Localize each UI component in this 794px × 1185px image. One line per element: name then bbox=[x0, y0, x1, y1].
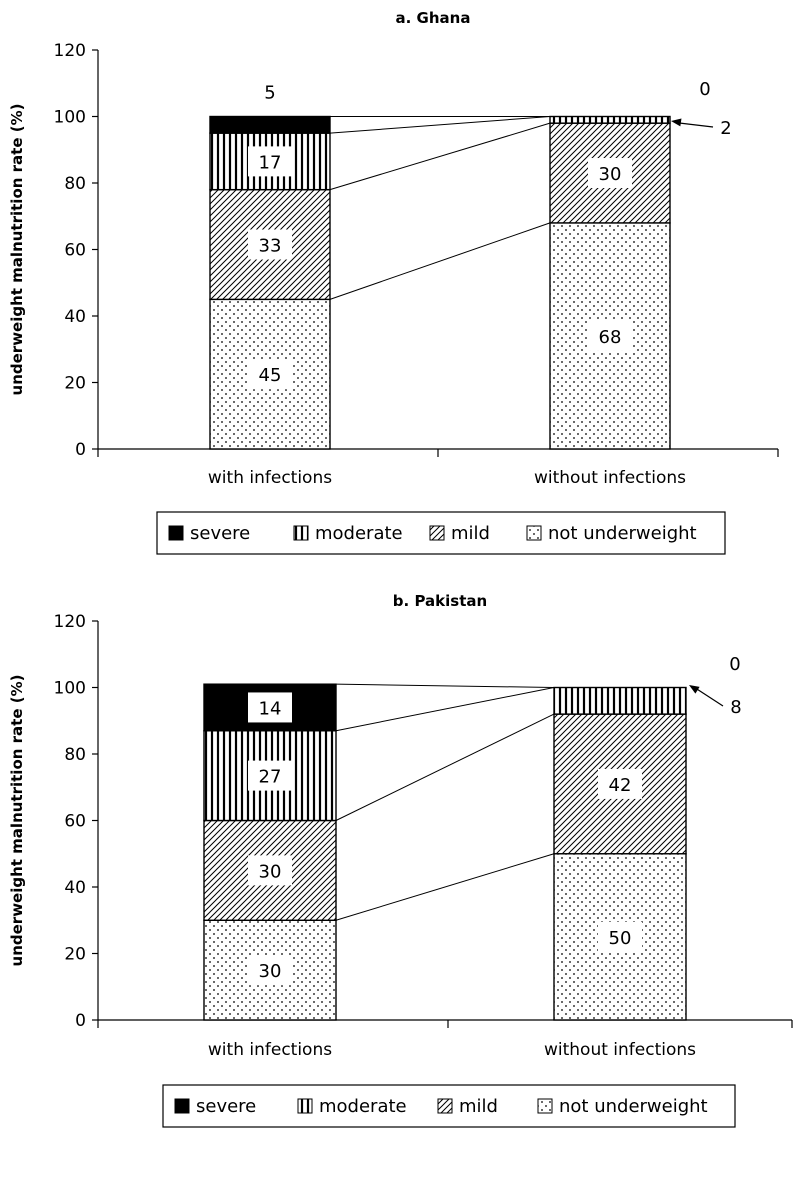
chart-title: b. Pakistan bbox=[393, 592, 487, 610]
legend-swatch-moderate bbox=[297, 1098, 313, 1114]
data-label: 5 bbox=[264, 83, 275, 104]
data-label: 68 bbox=[599, 327, 622, 348]
legend-swatch-moderate bbox=[293, 525, 309, 541]
connector-line bbox=[329, 122, 551, 191]
legend-label: severe bbox=[196, 1096, 256, 1117]
legend-swatch-severe bbox=[174, 1098, 190, 1114]
connector-line bbox=[335, 683, 555, 688]
connector-line bbox=[335, 687, 555, 732]
bar-segment-moderate bbox=[553, 686, 687, 715]
connector-line bbox=[329, 222, 551, 300]
x-category-label: without infections bbox=[534, 468, 686, 488]
label-arrow bbox=[674, 121, 714, 128]
x-category-label: without infections bbox=[544, 1040, 696, 1060]
data-label-box bbox=[248, 359, 292, 390]
data-label: 42 bbox=[609, 775, 632, 796]
label-arrowhead bbox=[689, 685, 700, 694]
data-label-box bbox=[248, 146, 292, 177]
connector-line bbox=[335, 853, 555, 921]
data-label-box bbox=[588, 320, 632, 351]
data-label-box bbox=[598, 768, 642, 799]
legend-label: not underweight bbox=[559, 1096, 708, 1117]
data-label: 30 bbox=[259, 961, 282, 982]
data-label: 45 bbox=[259, 365, 282, 386]
data-label: 30 bbox=[259, 861, 282, 882]
legend-label: moderate bbox=[315, 523, 403, 544]
legend-swatch-mild bbox=[437, 1098, 453, 1114]
x-category-label: with infections bbox=[208, 468, 332, 488]
data-label-box bbox=[588, 158, 632, 189]
y-tick-label: 80 bbox=[64, 174, 86, 194]
x-category-label: with infections bbox=[208, 1040, 332, 1060]
connector-line bbox=[329, 116, 551, 134]
y-tick-label: 80 bbox=[64, 745, 86, 765]
y-axis-label: underweight malnutrition rate (%) bbox=[8, 104, 26, 396]
data-label: 33 bbox=[259, 236, 282, 257]
data-label: 2 bbox=[720, 118, 731, 139]
y-tick-label: 100 bbox=[54, 108, 86, 128]
data-label: 50 bbox=[609, 928, 632, 949]
data-label-box bbox=[598, 921, 642, 952]
data-label: 8 bbox=[730, 697, 741, 718]
data-label: 0 bbox=[699, 79, 710, 100]
legend-swatch-not-underweight bbox=[526, 525, 542, 541]
data-label-box bbox=[248, 855, 292, 886]
bar-segment-severe bbox=[209, 115, 331, 134]
y-tick-label: 0 bbox=[75, 1011, 86, 1031]
data-label: 17 bbox=[259, 152, 282, 173]
y-axis-label: underweight malnutrition rate (%) bbox=[8, 675, 26, 967]
y-tick-label: 60 bbox=[64, 812, 86, 832]
legend-label: mild bbox=[459, 1096, 498, 1117]
data-label: 27 bbox=[259, 767, 282, 788]
y-tick-label: 40 bbox=[64, 878, 86, 898]
y-tick-label: 120 bbox=[54, 612, 86, 632]
legend-label: moderate bbox=[319, 1096, 407, 1117]
bar-segment-moderate bbox=[549, 115, 671, 124]
legend-label: severe bbox=[190, 523, 250, 544]
chart-title: a. Ghana bbox=[396, 9, 471, 27]
y-tick-label: 20 bbox=[64, 374, 86, 394]
data-label-box bbox=[248, 760, 292, 791]
legend-label: mild bbox=[451, 523, 490, 544]
legend: severe moderate mild not underweight bbox=[156, 511, 726, 555]
data-label: 0 bbox=[729, 654, 740, 675]
legend-label: not underweight bbox=[548, 523, 697, 544]
label-arrow bbox=[692, 685, 724, 707]
data-label-box bbox=[248, 692, 292, 723]
connector-line bbox=[335, 713, 555, 821]
y-tick-label: 100 bbox=[54, 679, 86, 699]
legend-swatch-not-underweight bbox=[537, 1098, 553, 1114]
y-tick-label: 0 bbox=[75, 440, 86, 460]
legend: severe moderate mild not underweight bbox=[162, 1084, 736, 1128]
y-tick-label: 20 bbox=[64, 945, 86, 965]
data-label-box bbox=[248, 955, 292, 986]
data-label: 14 bbox=[259, 698, 282, 719]
legend-swatch-severe bbox=[168, 525, 184, 541]
data-label: 30 bbox=[599, 164, 622, 185]
y-tick-label: 40 bbox=[64, 307, 86, 327]
label-arrowhead bbox=[671, 118, 682, 127]
y-tick-label: 60 bbox=[64, 241, 86, 261]
legend-swatch-mild bbox=[429, 525, 445, 541]
y-tick-label: 120 bbox=[54, 41, 86, 61]
data-label-box bbox=[248, 229, 292, 260]
